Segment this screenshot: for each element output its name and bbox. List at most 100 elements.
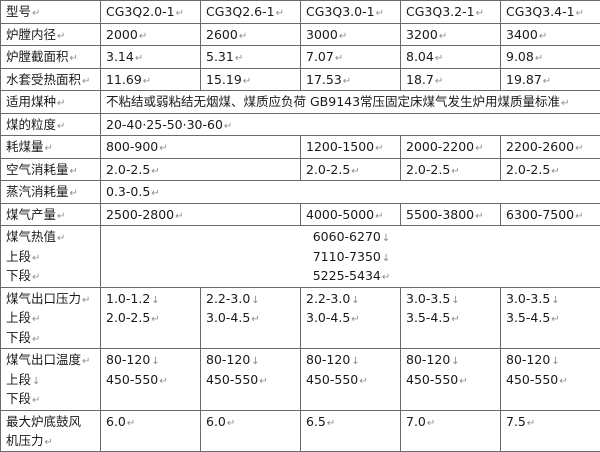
paragraph-mark-icon: ↵ — [350, 166, 359, 177]
cell-text: 450-550 — [406, 372, 458, 387]
calorific-line-3: 5225-5434↵ — [106, 266, 597, 286]
paragraph-mark-icon: ↵ — [526, 418, 535, 429]
line-break-mark-icon: ↓ — [31, 376, 40, 387]
row-sublabel-upper: 上段↓ — [6, 370, 97, 390]
paragraph-mark-icon: ↵ — [550, 166, 559, 177]
line-break-mark-icon: ↓ — [250, 295, 259, 306]
cell-line-lower: 450-550↵ — [406, 370, 497, 390]
row-sublabel-lower: 下段↵ — [6, 389, 97, 409]
paragraph-mark-icon: ↵ — [56, 121, 65, 132]
paragraph-mark-icon: ↵ — [574, 143, 583, 154]
cell-text: 2.2-3.0 — [306, 291, 350, 306]
table-cell: 8.04↵ — [401, 46, 501, 69]
table-cell: 19.87↵ — [501, 68, 600, 91]
cell-line-upper: 80-120↓ — [306, 350, 397, 370]
row-label-text: 空气消耗量 — [6, 162, 69, 177]
paragraph-mark-icon: ↵ — [558, 376, 567, 387]
row-label-coal-particle-size: 煤的粒度↵ — [1, 113, 101, 136]
paragraph-mark-icon: ↵ — [374, 143, 383, 154]
row-sublabel-text: 上段 — [6, 310, 31, 325]
paragraph-mark-icon: ↵ — [350, 314, 359, 325]
table-cell: 5500-3800↵ — [401, 203, 501, 226]
cell-text: 0.3-0.5 — [106, 184, 150, 199]
cell-line-lower: 2.0-2.5↵ — [106, 308, 197, 328]
paragraph-mark-icon: ↵ — [375, 8, 384, 19]
cell-text: CG3Q3.0-1 — [306, 4, 375, 19]
cell-line-lower: 450-550↵ — [106, 370, 197, 390]
paragraph-mark-icon: ↵ — [31, 334, 40, 345]
row-label-air-consumption: 空气消耗量↵ — [1, 158, 101, 181]
cell-model-2: CG3Q2.6-1↵ — [201, 1, 301, 24]
row-label-text: 煤气热值 — [6, 229, 56, 244]
paragraph-mark-icon: ↵ — [158, 376, 167, 387]
paragraph-mark-icon: ↵ — [474, 211, 483, 222]
cell-text: 2.0-2.5 — [406, 162, 450, 177]
paragraph-mark-icon: ↵ — [550, 314, 559, 325]
table-cell: 2.0-2.5↵ — [301, 158, 401, 181]
row-label-text: 耗煤量 — [6, 139, 44, 154]
row-sublabel-lower: 下段↵ — [6, 328, 97, 348]
paragraph-mark-icon: ↵ — [31, 253, 40, 264]
table-cell: 80-120↓ 450-550↵ — [301, 349, 401, 411]
row-label-text: 煤气出口温度 — [6, 352, 81, 367]
paragraph-mark-icon: ↵ — [475, 8, 484, 19]
cell-text: 3.0-3.5 — [506, 291, 550, 306]
cell-text: 7.0 — [406, 414, 426, 429]
table-cell: 80-120↓ 450-550↵ — [501, 349, 600, 411]
paragraph-mark-icon: ↵ — [69, 53, 78, 64]
cell-line-upper: 3.0-3.5↓ — [506, 289, 597, 309]
cell-text: 4000-5000 — [306, 207, 374, 222]
table-row-gas-outlet-temperature: 煤气出口温度↵ 上段↓ 下段↵ 80-120↓ 450-550↵ 80-120↓… — [1, 349, 600, 411]
line-break-mark-icon: ↓ — [381, 233, 390, 244]
table-row-gas-output: 煤气产量↵ 2500-2800↵ 4000-5000↵ 5500-3800↵ 6… — [1, 203, 600, 226]
cell-text: 2200-2600 — [506, 139, 574, 154]
table-cell: 2.0-2.5↵ — [101, 158, 301, 181]
row-label-gas-outlet-pressure: 煤气出口压力↵ 上段↵ 下段↵ — [1, 287, 101, 349]
paragraph-mark-icon: ↵ — [381, 272, 390, 283]
cell-text: 不粘结或弱粘结无烟煤、煤质应负荷 GB9143常压固定床煤气发生炉用煤质量标准 — [106, 94, 560, 109]
cell-text: 450-550 — [106, 372, 158, 387]
paragraph-mark-icon: ↵ — [56, 211, 65, 222]
paragraph-mark-icon: ↵ — [538, 31, 547, 42]
row-sublabel-text: 下段 — [6, 391, 31, 406]
table-cell: 7.07↵ — [301, 46, 401, 69]
paragraph-mark-icon: ↵ — [275, 8, 284, 19]
cell-text: 7.5 — [506, 414, 526, 429]
table-cell: 2.0-2.5↵ — [401, 158, 501, 181]
cell-model-3: CG3Q3.0-1↵ — [301, 1, 401, 24]
line-break-mark-icon: ↓ — [250, 356, 259, 367]
table-row-gas-calorific-value: 煤气热值↵ 上段↵ 下段↵ 6060-6270↓ 7110-7350↓ 5225… — [1, 226, 600, 288]
paragraph-mark-icon: ↵ — [174, 211, 183, 222]
table-cell: 1.0-1.2↓ 2.0-2.5↵ — [101, 287, 201, 349]
table-cell: 1200-1500↵ — [301, 136, 401, 159]
paragraph-mark-icon: ↵ — [150, 166, 159, 177]
row-label-gas-output: 煤气产量↵ — [1, 203, 101, 226]
paragraph-mark-icon: ↵ — [242, 76, 251, 87]
table-row-air-consumption: 空气消耗量↵ 2.0-2.5↵ 2.0-2.5↵ 2.0-2.5↵ 2.0-2.… — [1, 158, 600, 181]
table-row-furnace-section-area: 炉膛截面积↵ 3.14↵ 5.31↵ 7.07↵ 8.04↵ 9.08↵ — [1, 46, 600, 69]
row-sublabel-upper: 上段↵ — [6, 247, 97, 267]
row-label-text: 煤气产量 — [6, 207, 56, 222]
cell-line-lower: 3.5-4.5↵ — [406, 308, 497, 328]
cell-line-lower: 450-550↵ — [306, 370, 397, 390]
table-cell: 17.53↵ — [301, 68, 401, 91]
row-label-gas-outlet-temperature: 煤气出口温度↵ 上段↓ 下段↵ — [1, 349, 101, 411]
row-label-text: 适用煤种 — [6, 94, 56, 109]
table-cell-merged: 0.3-0.5↵ — [101, 181, 600, 204]
calorific-line-1: 6060-6270↓ — [106, 227, 597, 247]
row-sublabel-upper: 上段↵ — [6, 308, 97, 328]
row-label-steam-consumption: 蒸汽消耗量↵ — [1, 181, 101, 204]
paragraph-mark-icon: ↵ — [560, 98, 569, 109]
line-break-mark-icon: ↓ — [381, 253, 390, 264]
table-cell-merged: 20-40·25-50·30-60↵ — [101, 113, 600, 136]
cell-line-lower: 3.0-4.5↵ — [206, 308, 297, 328]
cell-text: 3.0-4.5 — [306, 310, 350, 325]
cell-model-1: CG3Q2.0-1↵ — [101, 1, 201, 24]
line-break-mark-icon: ↓ — [450, 356, 459, 367]
table-cell: 9.08↵ — [501, 46, 600, 69]
line-break-mark-icon: ↓ — [550, 295, 559, 306]
table-row-model: 型号↵ CG3Q2.0-1↵ CG3Q2.6-1↵ CG3Q3.0-1↵ CG3… — [1, 1, 600, 24]
cell-line-upper: 80-120↓ — [206, 350, 297, 370]
table-row-furnace-inner-diameter: 炉膛内径↵ 2000↵ 2600↵ 3000↵ 3200↵ 3400↵ — [1, 23, 600, 46]
paragraph-mark-icon: ↵ — [575, 8, 584, 19]
